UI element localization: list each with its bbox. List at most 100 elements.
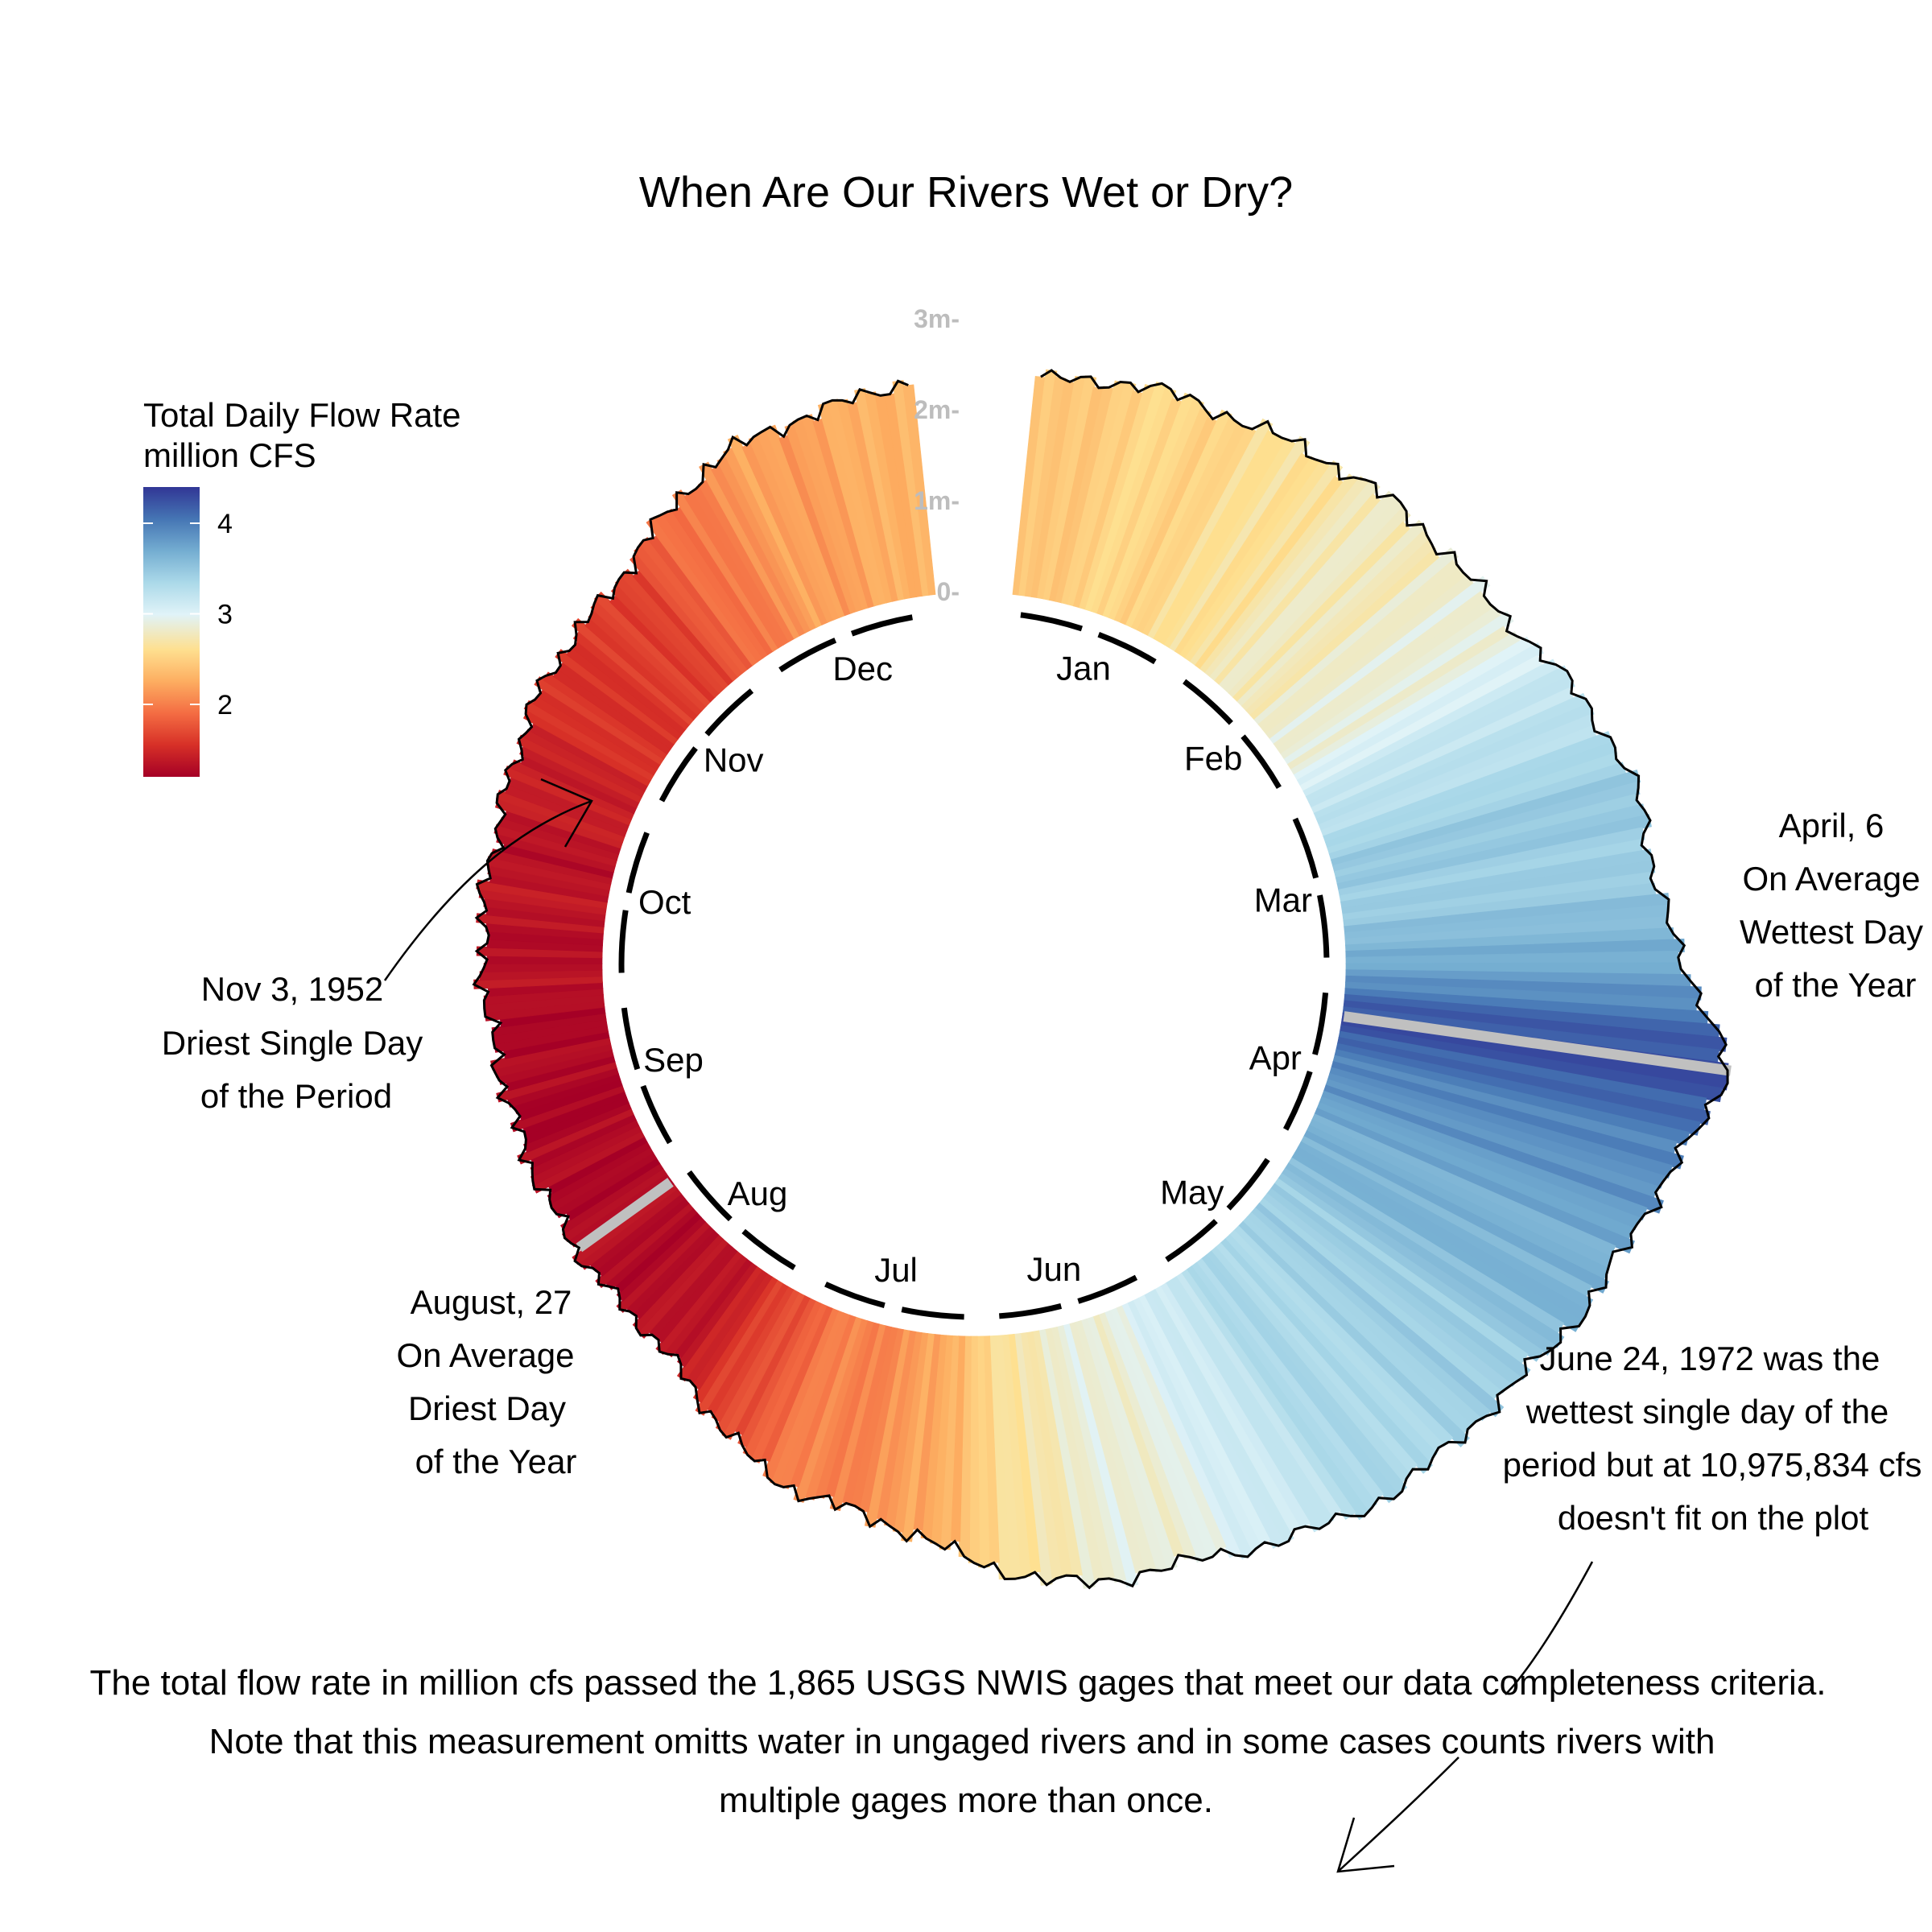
- day-bar: [530, 1125, 642, 1186]
- day-bar: [1284, 1162, 1565, 1348]
- caption-line: multiple gages more than once.: [719, 1781, 1213, 1820]
- day-bar: [1340, 1024, 1723, 1103]
- day-bar: [496, 1061, 617, 1103]
- day-bar: [559, 1162, 664, 1234]
- day-bar: [476, 879, 608, 910]
- day-bar: [1062, 1323, 1139, 1588]
- day-bar: [1159, 1282, 1311, 1530]
- day-bar: [695, 1279, 783, 1416]
- month-ring-segment: [658, 679, 766, 803]
- month-label: Oct: [638, 883, 691, 921]
- caption-line: The total flow rate in million cfs passe…: [89, 1663, 1826, 1703]
- day-bar: [1335, 1042, 1701, 1136]
- day-bar: [1241, 530, 1431, 712]
- month-ring-segment: [619, 992, 673, 1145]
- day-bar: [721, 1291, 805, 1440]
- day-bar: [531, 1130, 645, 1194]
- day-bar: [1102, 392, 1196, 618]
- day-bar: [1262, 1192, 1511, 1394]
- day-bar: [616, 1220, 711, 1314]
- day-bar: [1331, 1061, 1684, 1170]
- day-bar: [510, 759, 635, 820]
- day-bar: [1121, 1302, 1241, 1558]
- day-bar: [1113, 407, 1212, 623]
- legend-title-line2: million CFS: [143, 436, 316, 474]
- day-bar: [1228, 506, 1411, 699]
- day-bar: [793, 1316, 862, 1503]
- day-bar: [1315, 702, 1595, 826]
- month-label: Feb: [1184, 739, 1242, 777]
- day-bar: [1013, 1333, 1053, 1586]
- day-bar: [1341, 860, 1656, 915]
- month-label: Dec: [832, 650, 893, 687]
- day-bar: [490, 1037, 612, 1071]
- annotation-driest-line: On Average: [396, 1336, 574, 1374]
- day-bar: [1185, 1265, 1370, 1521]
- arrow-driest-single: [383, 778, 593, 981]
- day-bar: [483, 963, 603, 972]
- day-bar: [1277, 1173, 1544, 1362]
- day-bar: [1223, 497, 1406, 694]
- day-bar: [901, 1333, 935, 1542]
- day-bar: [555, 649, 679, 745]
- month-ring-segment: [1275, 992, 1329, 1145]
- day-bar: [547, 1141, 651, 1204]
- day-bar: [1147, 418, 1274, 640]
- annotation-wettest-single-line: June 24, 1972 was the: [1540, 1340, 1880, 1377]
- highlight-lines: [576, 1011, 1732, 1253]
- day-bar: [939, 1335, 960, 1550]
- driest-day-line: [576, 1178, 674, 1253]
- day-bar: [737, 1297, 816, 1448]
- day-bar: [483, 988, 604, 1005]
- day-bar: [1104, 1310, 1209, 1563]
- month-label: Jul: [874, 1251, 918, 1289]
- day-bar: [1245, 539, 1436, 716]
- day-bar: [765, 424, 846, 618]
- chart-title: When Are Our Rivers Wet or Dry?: [639, 168, 1293, 217]
- day-bar: [892, 1331, 929, 1534]
- day-bar: [699, 461, 801, 640]
- legend-tick-label: 4: [217, 509, 233, 539]
- month-ring-segment: [678, 1158, 796, 1270]
- annotation-driest-single-line: of the Period: [200, 1077, 392, 1115]
- day-bar: [593, 591, 712, 708]
- radial-tick-label: 0-: [937, 577, 960, 606]
- day-bar: [692, 1276, 778, 1403]
- day-bar: [534, 676, 665, 766]
- day-bar: [620, 568, 729, 690]
- radial-tick-label: 3m-: [914, 304, 960, 333]
- month-label: Mar: [1254, 881, 1312, 919]
- day-bar: [1209, 479, 1381, 682]
- day-bar: [1314, 1108, 1636, 1254]
- month-ring-segment: [1020, 612, 1170, 673]
- day-bar: [490, 848, 613, 885]
- day-bar: [663, 508, 769, 659]
- day-bar: [523, 700, 654, 782]
- day-bar: [522, 729, 646, 798]
- day-bar: [485, 856, 612, 891]
- annotation-driest: August, 27 On Average Driest Day of the …: [396, 1283, 576, 1480]
- day-bar: [1283, 610, 1514, 766]
- day-bar: [989, 1335, 1011, 1580]
- annotation-wettest-line: Wettest Day: [1740, 913, 1923, 951]
- day-bar: [801, 414, 869, 610]
- day-bar: [1254, 1202, 1505, 1418]
- day-bar: [595, 1202, 694, 1289]
- day-bar: [1327, 1072, 1666, 1189]
- day-bar: [1165, 1279, 1325, 1533]
- day-bar: [1336, 1037, 1711, 1125]
- day-bar: [571, 617, 695, 725]
- day-bar: [762, 1307, 839, 1480]
- day-bar: [1330, 769, 1641, 867]
- day-bar: [639, 537, 749, 674]
- day-bar: [1018, 369, 1058, 597]
- day-bar: [958, 1335, 972, 1558]
- day-bar: [522, 1102, 632, 1154]
- day-bar: [864, 1329, 910, 1528]
- day-bar: [632, 1234, 724, 1331]
- radial-tick-label: 2m-: [914, 395, 960, 424]
- day-bar: [930, 1335, 953, 1545]
- legend-tick-label: 2: [217, 690, 233, 720]
- day-bar: [671, 489, 779, 652]
